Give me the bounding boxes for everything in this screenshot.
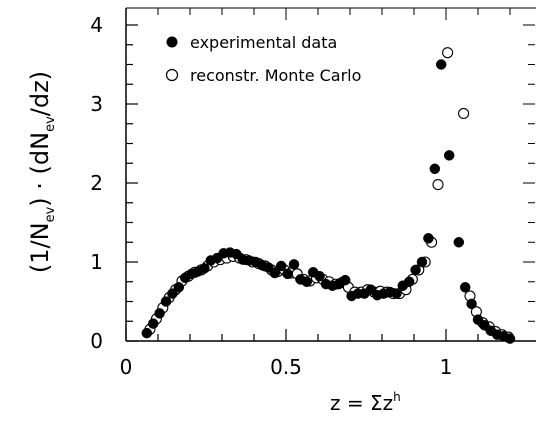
legend-label-experimental: experimental data xyxy=(190,33,337,52)
experimental-data-point xyxy=(147,318,159,329)
y-tick-label: 2 xyxy=(90,171,103,195)
experimental-data-point xyxy=(339,274,351,286)
x-axis-label-sup: h xyxy=(393,390,401,404)
y-tick-label: 1 xyxy=(90,250,103,274)
experimental-data-point xyxy=(154,308,165,319)
monte-carlo-point xyxy=(442,47,454,59)
x-axis-label: z = Σzh xyxy=(330,390,401,415)
experimental-data-point xyxy=(435,59,447,70)
experimental-data-point xyxy=(167,288,178,299)
experimental-data-point xyxy=(141,327,153,339)
y-axis-label-sub1: ev xyxy=(43,206,58,222)
y-axis-label: (1/Nev) · (dNev/dz) xyxy=(26,71,58,273)
experimental-data-point xyxy=(443,150,455,161)
monte-carlo-point xyxy=(432,179,444,191)
experimental-data-point xyxy=(314,270,325,282)
series-layer xyxy=(141,47,516,344)
experimental-data-point xyxy=(288,259,300,270)
experimental-data-point xyxy=(423,233,434,244)
y-tick-label: 3 xyxy=(90,92,103,116)
y-tick-label: 0 xyxy=(90,329,103,353)
experimental-data-point xyxy=(391,288,402,299)
experimental-data-point xyxy=(410,264,421,276)
experimental-data-point xyxy=(403,276,415,287)
y-tick-labels: 0 1 2 3 4 xyxy=(90,13,103,353)
experimental-data-point xyxy=(459,282,471,293)
experimental-data-point xyxy=(504,333,516,344)
legend-marker-monte-carlo xyxy=(165,68,179,82)
experimental-data-point xyxy=(160,296,172,307)
monte-carlo-point xyxy=(458,107,470,120)
y-axis-label-part2: ) · (dN xyxy=(26,132,54,207)
legend-marker-experimental xyxy=(166,36,178,48)
experimental-data-point xyxy=(416,256,428,268)
experimental-data-point xyxy=(466,298,477,310)
x-tick-label: 0.5 xyxy=(270,355,302,379)
experimental-data-point xyxy=(429,163,441,175)
experimental-data-point xyxy=(269,267,281,279)
x-tick-label: 0 xyxy=(120,355,133,379)
y-axis-label-part1: (1/N xyxy=(26,222,54,273)
experimental-data-point xyxy=(173,282,185,293)
y-axis-label-sub2: ev xyxy=(43,116,58,132)
y-tick-label: 4 xyxy=(90,13,103,37)
experimental-data-point xyxy=(282,268,293,280)
experimental-data-point xyxy=(199,263,210,274)
legend: experimental data reconstr. Monte Carlo xyxy=(165,33,361,85)
x-tick-labels: 0 0.5 1 xyxy=(120,355,453,379)
x-axis-label-main: z = Σz xyxy=(330,391,393,415)
experimental-data-point xyxy=(453,237,465,248)
x-tick-label: 1 xyxy=(440,355,453,379)
y-ticks xyxy=(126,24,535,342)
legend-label-monte-carlo: reconstr. Monte Carlo xyxy=(190,66,361,85)
experimental-data-point xyxy=(275,260,287,272)
y-axis-label-part3: /dz) xyxy=(26,71,54,116)
experimental-data-point xyxy=(301,276,313,287)
x-ticks xyxy=(125,8,511,341)
